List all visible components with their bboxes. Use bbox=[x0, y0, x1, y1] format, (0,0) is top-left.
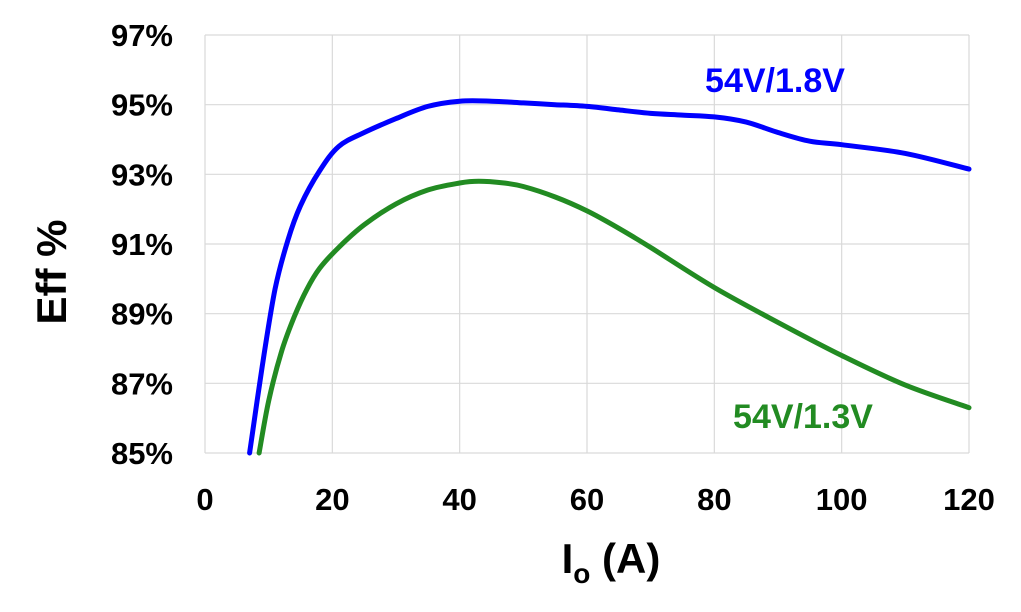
series-line-0 bbox=[247, 98, 972, 456]
grid-lines bbox=[204, 34, 970, 454]
y-tick-label: 85% bbox=[111, 436, 173, 471]
y-tick-label: 97% bbox=[111, 18, 173, 53]
y-tick-label: 91% bbox=[111, 227, 173, 262]
x-tick-label: 100 bbox=[816, 482, 868, 517]
y-tick-labels: 85% 87% 89% 91% 93% 95% 97% bbox=[111, 18, 173, 471]
x-axis-title-unit: (A) bbox=[590, 535, 660, 582]
y-tick-label: 93% bbox=[111, 157, 173, 192]
y-tick-label: 95% bbox=[111, 88, 173, 123]
x-tick-label: 0 bbox=[196, 482, 213, 517]
x-axis-title-subscript: o bbox=[573, 558, 590, 589]
x-tick-label: 80 bbox=[697, 482, 731, 517]
x-tick-label: 120 bbox=[943, 482, 995, 517]
x-tick-label: 20 bbox=[315, 482, 349, 517]
series-lines bbox=[247, 98, 972, 456]
series-label-54v-1-3v: 54V/1.3V bbox=[733, 398, 873, 436]
series-label-54v-1-8v: 54V/1.8V bbox=[705, 62, 845, 100]
y-tick-label: 89% bbox=[111, 297, 173, 332]
x-tick-label: 40 bbox=[442, 482, 476, 517]
x-axis-title: Io (A) bbox=[562, 535, 661, 589]
y-tick-label: 87% bbox=[111, 366, 173, 401]
x-tick-label: 60 bbox=[570, 482, 604, 517]
series-line-1 bbox=[256, 178, 972, 456]
x-tick-labels: 0 20 40 60 80 100 120 bbox=[196, 482, 994, 517]
x-axis-title-main: I bbox=[562, 535, 574, 582]
y-axis-title: Eff % bbox=[28, 220, 75, 325]
